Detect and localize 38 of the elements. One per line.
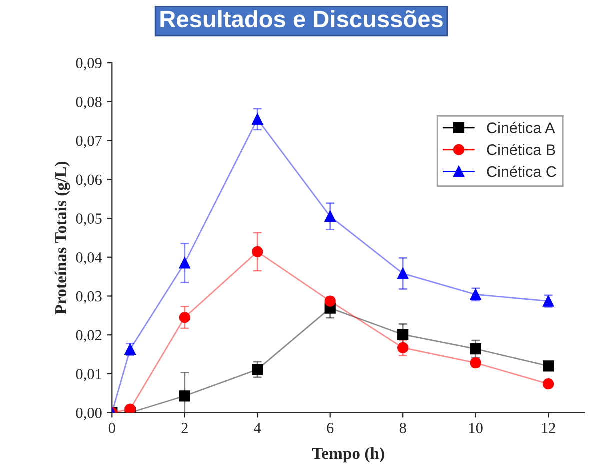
y-tick-label: 0,09 (76, 58, 102, 71)
point (252, 114, 264, 125)
point (252, 364, 264, 376)
y-tick-label: 0,03 (76, 291, 102, 304)
point (179, 390, 190, 402)
point (324, 296, 336, 307)
point (124, 404, 136, 413)
point (324, 211, 336, 222)
y-tick-label: 0,00 (76, 408, 102, 421)
x-tick-label: 8 (400, 423, 406, 434)
point (179, 258, 190, 269)
x-tick-label: 6 (327, 423, 334, 434)
y-axis-title: Proteínas Totais (g/L) (54, 162, 70, 314)
point (252, 246, 264, 258)
point (542, 360, 554, 372)
point (398, 342, 409, 354)
x-tick-label: 2 (182, 423, 188, 434)
x-axis-title: Tempo (h) (312, 448, 384, 463)
point (470, 344, 482, 355)
point (398, 329, 409, 340)
point (179, 312, 190, 324)
x-tick-label: 10 (470, 423, 483, 434)
x-tick-label: 12 (542, 423, 556, 434)
x-tick-label: 4 (254, 423, 262, 434)
y-tick-label: 0,02 (76, 330, 102, 343)
legend-label: Cinética C (487, 166, 556, 178)
y-tick-label: 0,06 (76, 174, 102, 188)
x-tick-label: 0 (108, 423, 116, 434)
point (398, 268, 409, 280)
y-tick-label: 0,07 (76, 136, 102, 148)
point (542, 378, 554, 390)
legend-label: Cinética A (487, 122, 556, 134)
y-tick-label: 0,08 (76, 97, 102, 110)
y-tick-label: 0,01 (76, 369, 102, 382)
y-tick-label: 0,05 (76, 214, 102, 226)
y-tick-label: 0,04 (76, 252, 102, 266)
legend-label: Cinética B (487, 144, 556, 156)
chart-title: Resultados e Discussões (160, 10, 443, 28)
